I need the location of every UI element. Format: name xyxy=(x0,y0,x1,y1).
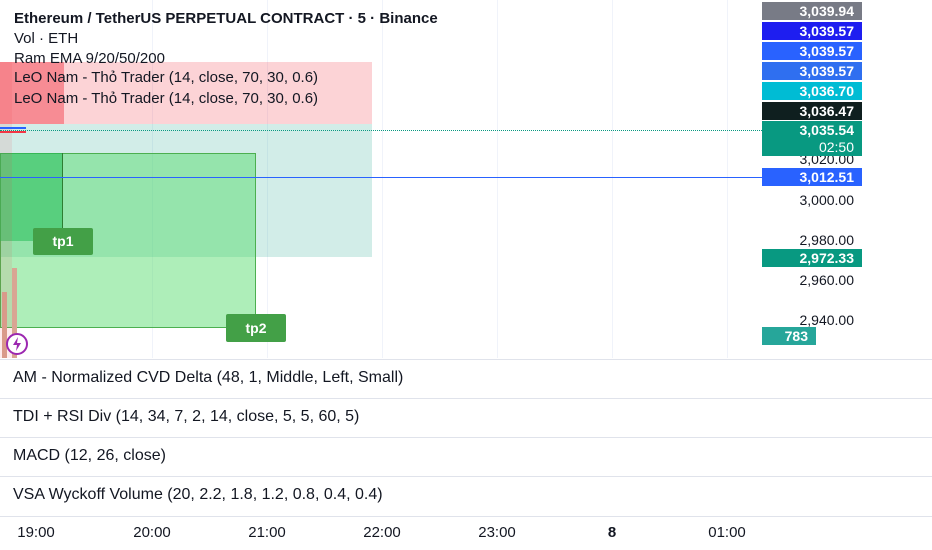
ema-line xyxy=(0,127,26,129)
tp2-label[interactable]: tp2 xyxy=(226,314,286,342)
last-price-tag: 3,035.54 xyxy=(762,121,862,139)
price-axis-label: 3,000.00 xyxy=(799,192,855,208)
current-price-line xyxy=(0,130,762,131)
time-axis-label: 23:00 xyxy=(478,524,516,541)
pane-tdi-rsi[interactable]: TDI + RSI Div (14, 34, 7, 2, 14, close, … xyxy=(0,398,932,437)
volume-bar xyxy=(2,292,7,358)
price-tag: 2,972.33 xyxy=(762,249,862,267)
gridline xyxy=(727,0,728,358)
pane-label: VSA Wyckoff Volume (20, 2.2, 1.8, 1.2, 0… xyxy=(13,486,383,503)
gridline xyxy=(612,0,613,358)
legend-ema[interactable]: Ram EMA 9/20/50/200 xyxy=(14,50,165,67)
gridline xyxy=(152,0,153,358)
lightning-icon[interactable] xyxy=(6,333,28,355)
time-axis-label: 8 xyxy=(607,524,617,541)
pane-label: MACD (12, 26, close) xyxy=(13,447,166,464)
time-axis-label: 21:00 xyxy=(248,524,286,541)
legend-indicator-2[interactable]: LeO Nam - Thỏ Trader (14, close, 70, 30,… xyxy=(14,90,319,107)
countdown-tag: 02:50 xyxy=(762,138,862,156)
pane-label: TDI + RSI Div (14, 34, 7, 2, 14, close, … xyxy=(13,408,360,425)
pane-label: AM - Normalized CVD Delta (48, 1, Middle… xyxy=(13,369,404,386)
stop-loss-zone-large xyxy=(0,62,372,124)
gridline xyxy=(267,0,268,358)
volume-bar xyxy=(12,268,17,358)
ema-line xyxy=(0,131,26,133)
time-axis-label: 19:00 xyxy=(17,524,55,541)
chart-area[interactable]: tp1 tp2 Ethereum / TetherUS PERPETUAL CO… xyxy=(0,0,762,358)
horizontal-level-line[interactable] xyxy=(0,177,762,178)
price-tag: 3,039.57 xyxy=(762,62,862,80)
gridline xyxy=(382,0,383,358)
legend-indicator-1[interactable]: LeO Nam - Thỏ Trader (14, close, 70, 30,… xyxy=(14,69,319,86)
price-tag: 3,036.70 xyxy=(762,82,862,100)
price-axis-label: 2,960.00 xyxy=(799,272,855,288)
tp1-label[interactable]: tp1 xyxy=(33,228,93,255)
price-axis-label: 2,940.00 xyxy=(799,312,855,328)
price-axis-label: 2,980.00 xyxy=(799,232,855,248)
stop-loss-zone-small xyxy=(0,62,64,124)
pane-vsa-volume[interactable]: VSA Wyckoff Volume (20, 2.2, 1.8, 1.2, 0… xyxy=(0,476,932,515)
profit-zone-tp1 xyxy=(0,153,63,241)
time-axis-label: 22:00 xyxy=(363,524,401,541)
price-tag: 3,039.57 xyxy=(762,42,862,60)
pane-macd[interactable]: MACD (12, 26, close) xyxy=(0,437,932,476)
legend-volume[interactable]: Vol · ETH xyxy=(14,30,79,47)
price-tag: 3,039.57 xyxy=(762,22,862,40)
gridline xyxy=(497,0,498,358)
price-tag: 3,039.94 xyxy=(762,2,862,20)
time-axis-label: 20:00 xyxy=(133,524,171,541)
candle-column xyxy=(0,62,12,358)
volume-tag: 783 xyxy=(762,327,816,345)
time-axis-label: 01:00 xyxy=(708,524,746,541)
price-tag: 3,036.47 xyxy=(762,102,862,120)
pane-cvd-delta[interactable]: AM - Normalized CVD Delta (48, 1, Middle… xyxy=(0,359,932,398)
time-axis[interactable] xyxy=(0,516,932,550)
symbol-title[interactable]: Ethereum / TetherUS PERPETUAL CONTRACT ·… xyxy=(14,10,438,27)
price-tag: 3,012.51 xyxy=(762,168,862,186)
